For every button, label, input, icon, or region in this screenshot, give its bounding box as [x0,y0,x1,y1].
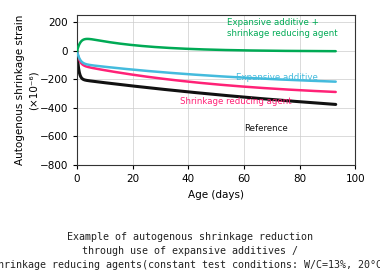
Text: Example of autogenous shrinkage reduction
through use of expansive additives /
s: Example of autogenous shrinkage reductio… [0,232,380,270]
Text: Shrinkage reducing agent: Shrinkage reducing agent [180,97,291,106]
X-axis label: Age (days): Age (days) [188,189,244,199]
Text: Expansive additive +
shrinkage reducing agent: Expansive additive + shrinkage reducing … [227,18,338,38]
Y-axis label: Autogenous shrinkage strain
(×10⁻⁶): Autogenous shrinkage strain (×10⁻⁶) [15,15,38,165]
Text: Reference: Reference [244,124,288,133]
Text: Expansive additive: Expansive additive [236,73,317,82]
